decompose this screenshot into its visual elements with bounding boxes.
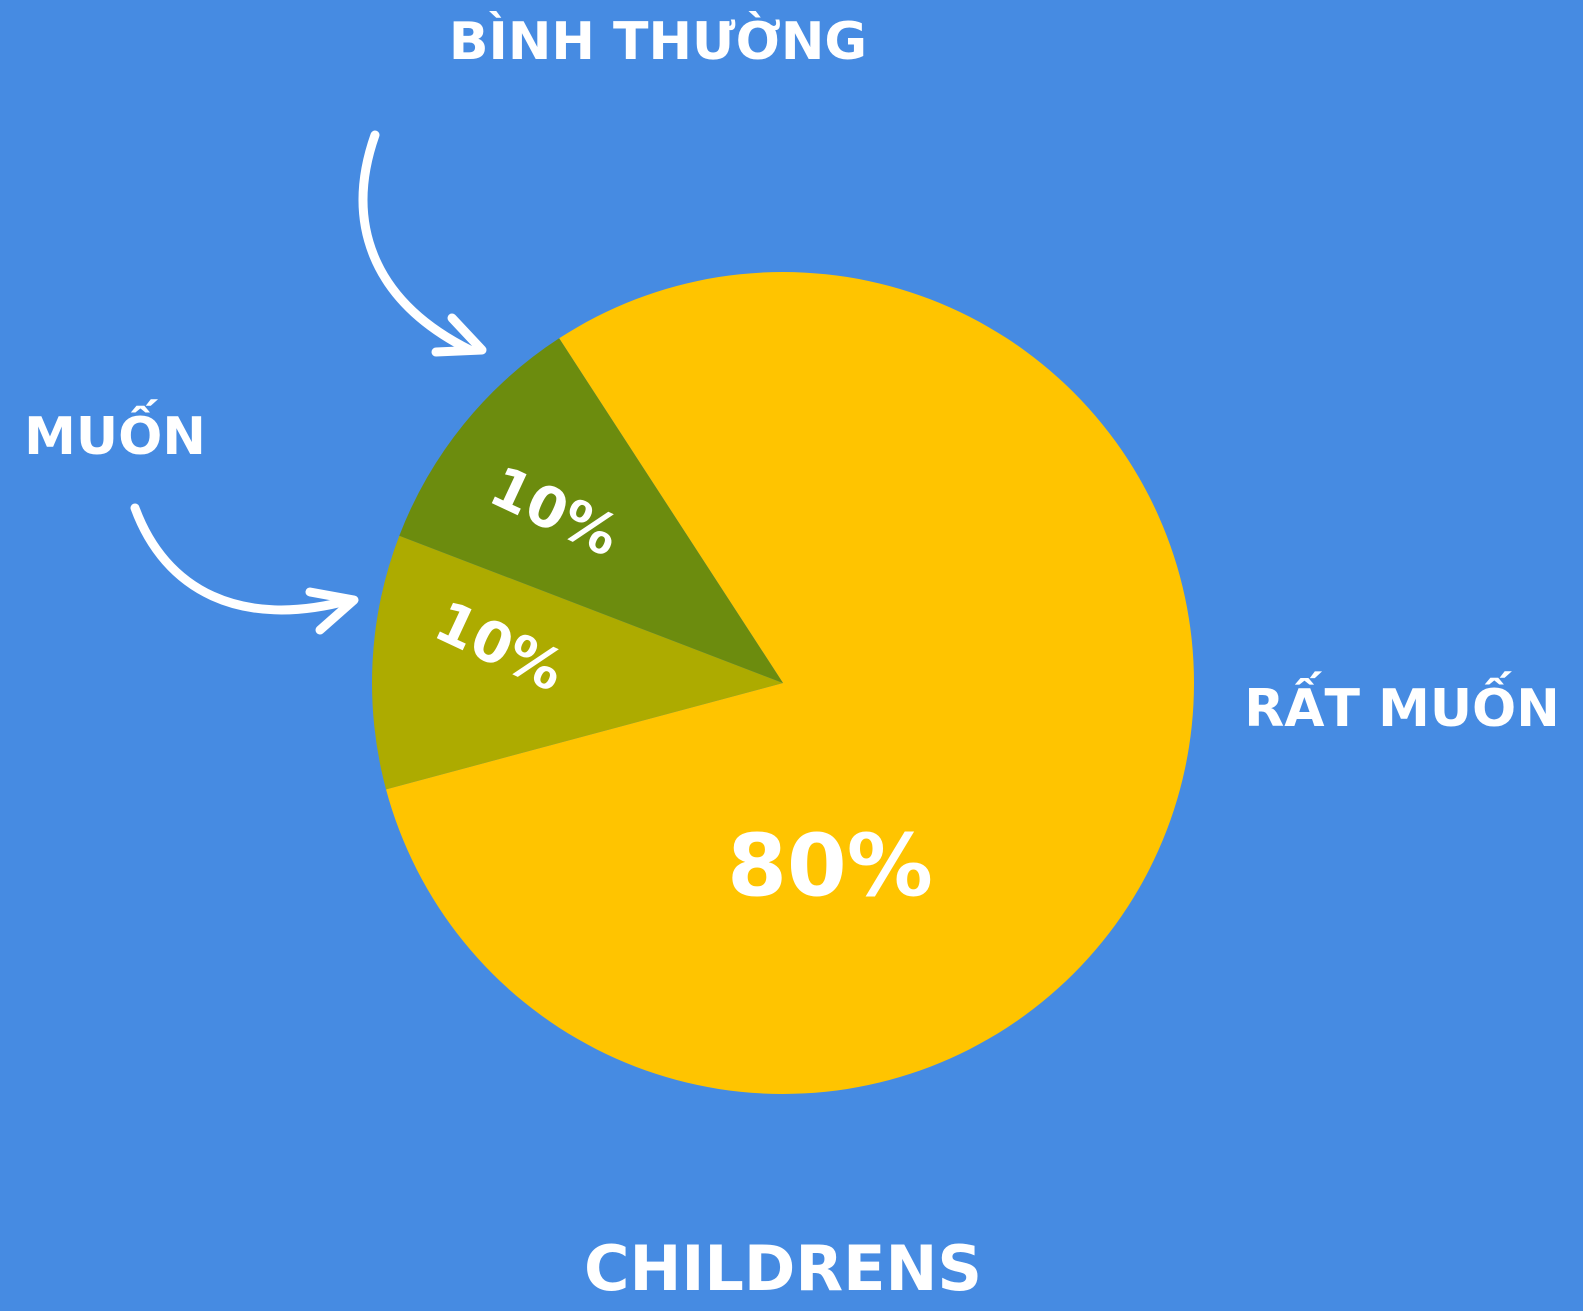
slice (386, 272, 1194, 1095)
arrow-head (305, 587, 359, 635)
value-label: 80% (727, 816, 933, 916)
arrow-head (431, 313, 487, 357)
slice (371, 535, 783, 790)
arrow (358, 130, 475, 355)
slice (399, 338, 783, 683)
arrow (130, 503, 355, 615)
chart-title: CHILDRENS (584, 1232, 982, 1305)
category-label: BÌNH THƯỜNG (449, 10, 867, 72)
pie (371, 272, 1194, 1095)
category-label: MUỐN (24, 399, 206, 467)
category-label: RẤT MUỐN (1244, 671, 1560, 739)
